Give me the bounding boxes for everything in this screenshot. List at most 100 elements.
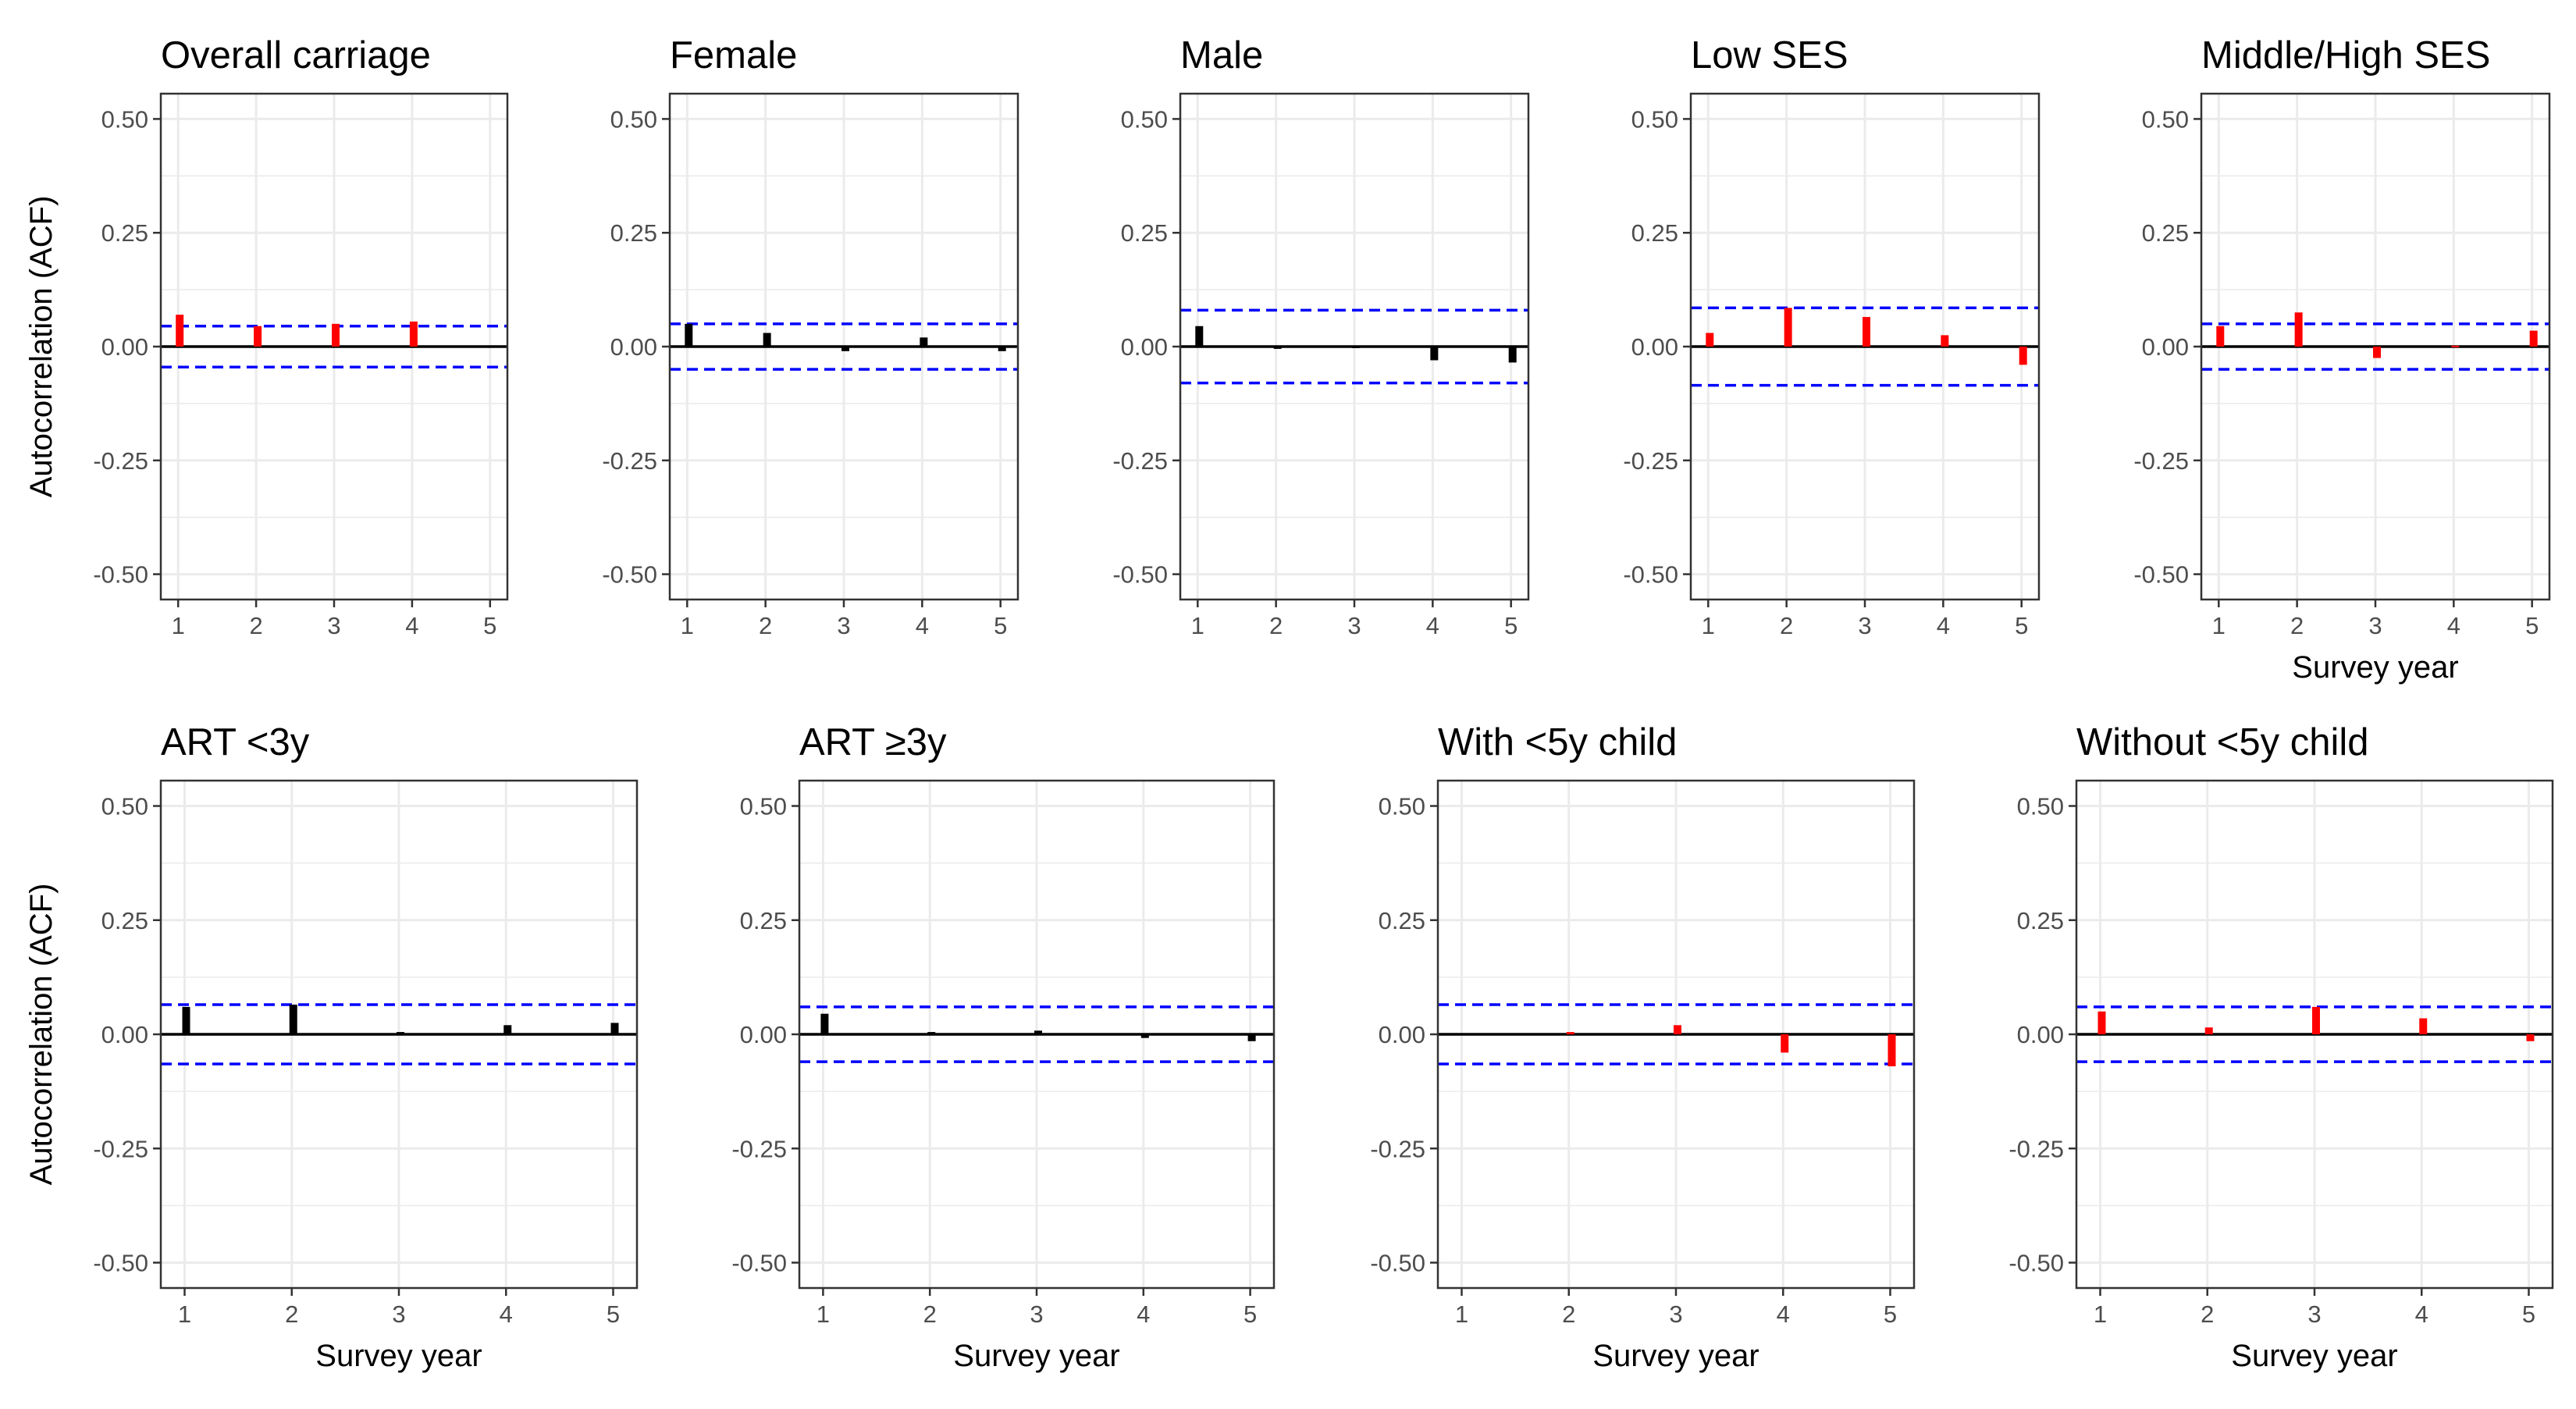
y-tick-label: 0.25	[740, 907, 787, 934]
y-tick-label: -0.50	[2008, 1250, 2064, 1277]
acf-bar	[2312, 1006, 2320, 1034]
x-tick-label: 5	[1884, 1300, 1897, 1328]
y-tick-label: -0.50	[93, 561, 148, 589]
x-tick-label: 4	[405, 612, 418, 639]
y-tick-label: -0.25	[1623, 447, 1678, 475]
y-tick-label: -0.50	[2133, 561, 2189, 589]
x-tick-label: 3	[327, 612, 340, 639]
y-tick-label: 0.50	[101, 105, 148, 133]
panel-6: 0.50 0.25 0.00 -0.25 -0.50 1 2 3 4 5 ART <3y Survey…	[24, 721, 639, 1373]
y-tick-label: -0.50	[1112, 561, 1168, 589]
acf-bar	[685, 323, 693, 347]
acf-bar	[2019, 347, 2027, 365]
y-tick-label: -0.50	[1623, 561, 1678, 589]
acf-bar	[920, 337, 928, 347]
x-tick-label: 1	[1702, 612, 1715, 639]
y-tick-label: 0.50	[2142, 105, 2189, 133]
x-axis-label: Survey year	[2292, 650, 2458, 685]
acf-bar	[2097, 1011, 2106, 1034]
acf-bar	[2451, 345, 2460, 347]
x-axis-label: Survey year	[2231, 1339, 2397, 1373]
x-tick-label: 5	[1504, 612, 1517, 639]
acf-bar	[1784, 308, 1792, 347]
acf-bar	[1706, 333, 1714, 347]
acf-bar	[2526, 1034, 2535, 1041]
x-tick-label: 4	[500, 1300, 513, 1328]
x-tick-label: 5	[2525, 612, 2539, 639]
y-tick-label: 0.00	[1631, 333, 1678, 361]
x-tick-label: 2	[759, 612, 772, 639]
panel-title: Overall carriage	[161, 34, 431, 76]
acf-bar	[820, 1013, 829, 1034]
y-tick-label: 0.50	[1121, 105, 1168, 133]
x-tick-label: 2	[249, 612, 262, 639]
x-axis-label: Survey year	[1592, 1339, 1759, 1373]
y-axis-label: Autocorrelation (ACF)	[24, 884, 59, 1186]
acf-bar	[2419, 1018, 2428, 1034]
y-tick-label: 0.00	[101, 333, 148, 361]
acf-bar	[2204, 1027, 2213, 1034]
panel-3: 0.50 0.25 0.00 -0.25 -0.50 1 2 3 4 5 Male	[1112, 34, 1530, 639]
x-tick-label: 4	[1426, 612, 1439, 639]
x-tick-label: 1	[172, 612, 185, 639]
x-tick-label: 2	[1562, 1300, 1575, 1328]
x-tick-label: 3	[1030, 1300, 1043, 1328]
panel-9: 0.50 0.25 0.00 -0.25 -0.50 1 2 3 4 5 Without <5y c…	[2008, 721, 2554, 1373]
panel-title: ART <3y	[161, 721, 310, 763]
x-tick-label: 2	[1269, 612, 1283, 639]
panel-8: 0.50 0.25 0.00 -0.25 -0.50 1 2 3 4 5 With <5y chil…	[1370, 721, 1916, 1373]
acf-bar	[1781, 1034, 1789, 1053]
acf-bar	[763, 333, 771, 347]
y-tick-label: 0.00	[1379, 1021, 1425, 1048]
acf-bar	[1941, 335, 1949, 347]
panel-title: ART ≥3y	[799, 721, 947, 763]
acf-bar	[409, 321, 418, 347]
panel-title: Without <5y child	[2076, 721, 2369, 763]
x-tick-label: 5	[994, 612, 1007, 639]
y-tick-label: -0.50	[731, 1250, 787, 1277]
x-tick-label: 2	[923, 1300, 937, 1328]
acf-bar	[1247, 1034, 1256, 1041]
x-tick-label: 3	[1347, 612, 1361, 639]
x-tick-label: 4	[1777, 1300, 1790, 1328]
y-tick-label: -0.50	[93, 1250, 148, 1277]
x-tick-label: 2	[2201, 1300, 2214, 1328]
x-tick-label: 3	[392, 1300, 405, 1328]
y-tick-label: 0.25	[1379, 907, 1425, 934]
y-tick-label: 0.25	[2017, 907, 2064, 934]
y-tick-label: -0.25	[731, 1135, 787, 1162]
x-tick-label: 4	[916, 612, 929, 639]
acf-bar	[1863, 317, 1870, 347]
acf-bar	[998, 347, 1006, 351]
acf-bar	[289, 1004, 297, 1034]
x-tick-label: 3	[837, 612, 850, 639]
x-tick-label: 4	[2415, 1300, 2428, 1328]
panel-title: Female	[670, 34, 797, 76]
y-tick-label: -0.25	[93, 447, 148, 475]
x-axis-label: Survey year	[953, 1339, 1119, 1373]
x-tick-label: 5	[483, 612, 496, 639]
panel-5: 0.50 0.25 0.00 -0.25 -0.50 1 2 3 4 5 Middle/High S…	[2133, 34, 2551, 685]
acf-bar	[1674, 1025, 1681, 1034]
acf-bar	[610, 1023, 619, 1034]
acf-bar	[2373, 347, 2381, 358]
x-tick-label: 5	[2015, 612, 2028, 639]
acf-bar	[1430, 347, 1439, 361]
acf-bar	[841, 347, 849, 351]
y-tick-label: 0.50	[1379, 793, 1425, 820]
acf-bar	[176, 315, 184, 347]
x-tick-label: 1	[2212, 612, 2226, 639]
x-tick-label: 5	[607, 1300, 620, 1328]
panel-7: 0.50 0.25 0.00 -0.25 -0.50 1 2 3 4 5 ART ≥3y Survey…	[731, 721, 1276, 1373]
acf-bar	[1273, 347, 1282, 349]
acf-bar	[1195, 326, 1204, 347]
x-tick-label: 1	[178, 1300, 191, 1328]
y-tick-label: 0.00	[2142, 333, 2189, 361]
acf-bar	[1034, 1030, 1042, 1034]
panel-1: 0.50 0.25 0.00 -0.25 -0.50 1 2 3 4 5 Overall carri…	[24, 34, 509, 639]
x-tick-label: 4	[2447, 612, 2460, 639]
acf-bar	[332, 323, 340, 347]
y-tick-label: -0.25	[602, 447, 657, 475]
y-tick-label: 0.25	[610, 219, 657, 247]
